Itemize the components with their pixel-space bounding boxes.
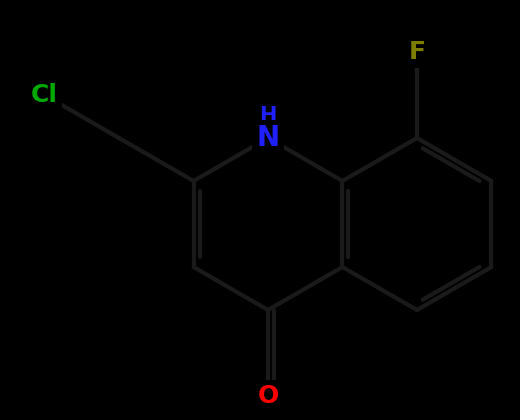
Text: Cl: Cl	[31, 83, 58, 107]
Text: H: H	[259, 106, 277, 126]
Text: O: O	[257, 384, 279, 408]
Text: F: F	[408, 40, 425, 64]
Text: N: N	[256, 124, 280, 152]
